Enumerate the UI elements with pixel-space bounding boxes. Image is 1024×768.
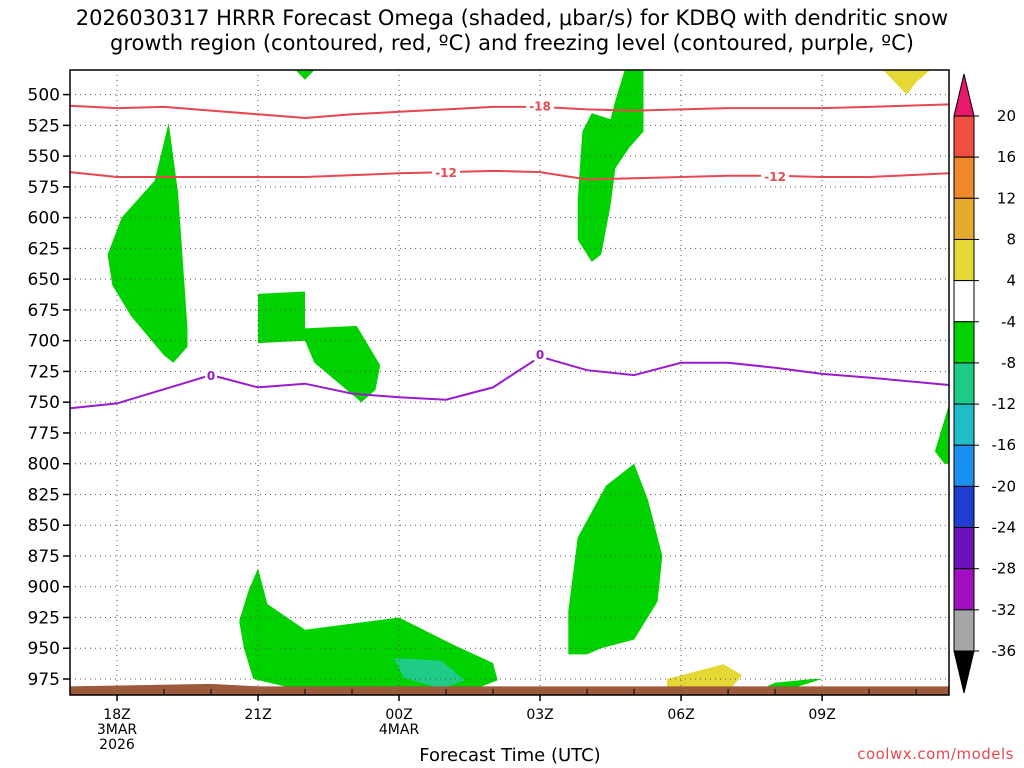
- contour-label: 0: [536, 348, 544, 362]
- terrain-strip: [70, 683, 949, 695]
- contour-label-bg: [761, 168, 790, 183]
- colorbar-segment: [953, 403, 975, 446]
- contour-lines: [70, 103, 949, 410]
- y-tick-label: 850: [28, 516, 60, 536]
- x-tick-label: 03Z: [526, 707, 553, 723]
- y-tick-label: 775: [28, 424, 60, 444]
- freezing-level-line: [70, 355, 949, 410]
- omega-region: [568, 463, 663, 655]
- colorbar-label: -24: [992, 519, 1017, 537]
- y-tick-label: 675: [28, 301, 60, 321]
- colorbar-label: 4: [1006, 272, 1016, 290]
- x-tick-label: 06Z: [667, 707, 694, 723]
- omega-region: [107, 122, 188, 363]
- y-tick-label: 800: [28, 455, 60, 475]
- y-tick-label: 900: [28, 578, 60, 598]
- colorbar-segment: [953, 568, 975, 611]
- y-tick-label: 500: [28, 86, 60, 106]
- colorbar-label: 16: [997, 148, 1016, 166]
- omega-region: [295, 70, 315, 80]
- omega-region: [577, 70, 644, 262]
- omega-region: [934, 404, 949, 464]
- y-tick-label: 950: [28, 639, 60, 659]
- chart-title-line-1: 2026030317 HRRR Forecast Omega (shaded, …: [75, 6, 949, 30]
- colorbar-label: 8: [1006, 230, 1016, 248]
- colorbar-segment: [953, 362, 975, 405]
- source-credit: coolwx.com/models: [857, 745, 1014, 763]
- colorbar-segment: [953, 609, 975, 652]
- colorbar-segment: [953, 321, 975, 364]
- contour-label-bg: [526, 98, 555, 113]
- omega-region: [667, 664, 743, 692]
- omega-region: [239, 568, 498, 692]
- colorbar-label: -12: [992, 395, 1017, 413]
- colorbar-top-arrow: [953, 73, 975, 117]
- y-tick-label: 825: [28, 485, 60, 505]
- colorbar-label: -8: [1001, 354, 1016, 372]
- contour-label: -18: [529, 100, 551, 114]
- colorbar-segment: [953, 115, 975, 158]
- colorbar-bottom-arrow: [953, 650, 975, 694]
- y-tick-label: 625: [28, 239, 60, 259]
- x-axis-label: Forecast Time (UTC): [419, 745, 601, 766]
- y-tick-label: 875: [28, 547, 60, 567]
- contour-label: -12: [764, 170, 786, 184]
- dgz-contour-line: [70, 169, 949, 181]
- contour-label-bg: [205, 368, 218, 383]
- chart-title-line-2: growth region (contoured, red, ºC) and f…: [110, 31, 914, 55]
- omega-region: [883, 70, 931, 95]
- x-tick-label: 4MAR: [379, 722, 420, 738]
- colorbar-label: -20: [992, 477, 1017, 495]
- colorbar-segment: [953, 485, 975, 529]
- y-tick-label: 725: [28, 362, 60, 382]
- dgz-contour-line: [70, 103, 949, 120]
- colorbar-segment: [953, 197, 975, 240]
- contour-label: 0: [207, 369, 215, 383]
- colorbar-segment: [953, 280, 975, 323]
- colorbar-segment: [953, 527, 975, 570]
- colorbar-segment: [953, 444, 975, 487]
- colorbar-label: 20: [997, 107, 1016, 125]
- x-tick-label: 09Z: [808, 707, 835, 723]
- y-tick-label: 575: [28, 178, 60, 198]
- colorbar-label: -16: [992, 436, 1017, 454]
- plot-frame: [69, 69, 950, 696]
- omega-region: [258, 291, 381, 403]
- contour-label-bg: [432, 165, 461, 180]
- y-tick-label: 925: [28, 608, 60, 628]
- contour-label: -12: [435, 166, 457, 180]
- x-tick-label: 2026: [99, 737, 135, 753]
- omega-shading: [70, 70, 949, 695]
- chart-title: 2026030317 HRRR Forecast Omega (shaded, …: [0, 6, 1024, 56]
- colorbar-segment: [953, 156, 975, 199]
- contour-label-bg: [534, 347, 547, 362]
- y-tick-label: 650: [28, 270, 60, 290]
- y-tick-label: 525: [28, 116, 60, 136]
- colorbar-label: -4: [1001, 313, 1016, 331]
- colorbar-label: 12: [997, 189, 1016, 207]
- x-tick-label: 18Z: [103, 707, 130, 723]
- colorbar-label: -32: [992, 601, 1017, 619]
- y-tick-label: 700: [28, 332, 60, 352]
- x-tick-label: 00Z: [385, 707, 412, 723]
- y-tick-label: 600: [28, 209, 60, 229]
- omega-region: [394, 658, 465, 689]
- colorbar-label: -28: [992, 560, 1017, 578]
- x-tick-label: 21Z: [244, 707, 271, 723]
- colorbar-segment: [953, 238, 975, 282]
- y-tick-label: 750: [28, 393, 60, 413]
- x-tick-label: 3MAR: [97, 722, 138, 738]
- y-tick-label: 975: [28, 670, 60, 690]
- y-tick-label: 550: [28, 147, 60, 167]
- colorbar-label: -36: [992, 642, 1017, 660]
